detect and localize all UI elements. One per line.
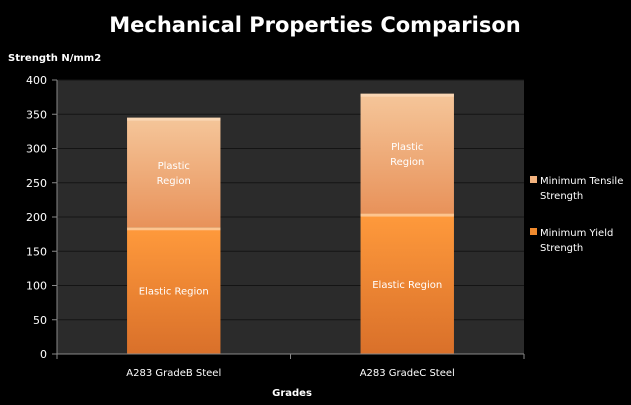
y-tick-label: 200 [26, 211, 47, 224]
y-tick-label: 0 [40, 348, 47, 361]
bar-segment-highlight [360, 213, 454, 217]
x-tick-label: A283 GradeB Steel [126, 368, 221, 379]
y-tick-label: 50 [33, 314, 47, 327]
legend-label: Strength [540, 191, 583, 202]
y-tick-label: 150 [26, 245, 47, 258]
bar-segment-label: Elastic Region [139, 287, 209, 298]
bar-segment-highlight [127, 227, 221, 231]
y-axis-ticks: 0 50 100 150 200 250 300 350 400 [26, 74, 58, 361]
bar-segment-highlight [127, 117, 221, 121]
bar-segment-label: Region [157, 176, 191, 187]
bar-segment-highlight [360, 93, 454, 97]
x-axis-title: Grades [272, 388, 312, 399]
bar-segment-label: Plastic [391, 142, 423, 153]
bar-segment-label: Region [390, 157, 424, 168]
legend-swatch [530, 176, 537, 183]
y-axis-title: Strength N/mm2 [8, 53, 101, 64]
y-tick-label: 400 [26, 74, 47, 87]
bar-segment [127, 227, 221, 354]
legend-label: Minimum Yield [540, 228, 613, 239]
y-tick-label: 300 [26, 143, 47, 156]
bar-segment-label: Plastic [158, 161, 190, 172]
legend-label: Strength [540, 243, 583, 254]
y-tick-label: 250 [26, 177, 47, 190]
x-tick-label: A283 GradeC Steel [360, 368, 455, 379]
chart-title: Mechanical Properties Comparison [109, 13, 520, 37]
bar-segment [127, 117, 221, 228]
bars: Elastic Region Plastic Region Elastic Regio… [127, 93, 454, 354]
legend-label: Minimum Tensile [540, 176, 623, 187]
y-tick-label: 100 [26, 280, 47, 293]
bar-segment [360, 213, 454, 354]
legend: Minimum Tensile Strength Minimum Yield Stre… [530, 176, 623, 254]
legend-swatch [530, 228, 537, 235]
bar-segment-label: Elastic Region [372, 280, 442, 291]
bar-segment [360, 93, 454, 214]
y-tick-label: 350 [26, 108, 47, 121]
x-axis-ticks: A283 GradeB Steel A283 GradeC Steel [56, 353, 525, 379]
